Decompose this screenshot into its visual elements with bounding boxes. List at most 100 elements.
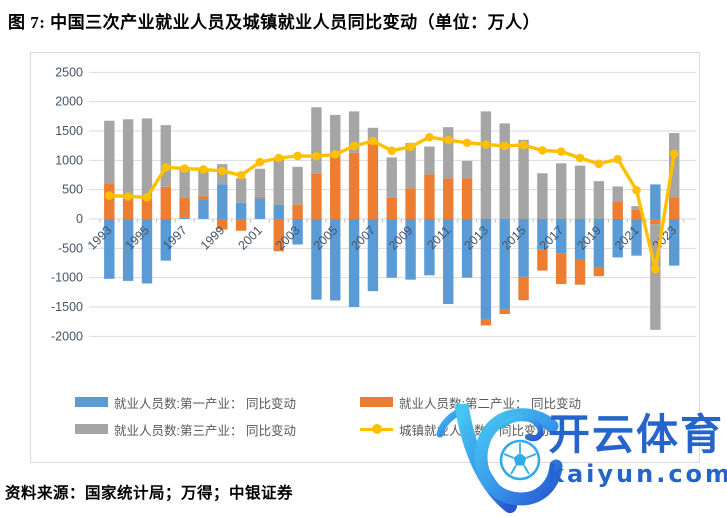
bar-series2-2017 [556,253,567,285]
y-tick-500: 500 [62,183,83,197]
y-tick-1500: 1500 [55,124,83,138]
line-marker-1999 [217,166,227,176]
bar-series2-1994 [122,198,134,219]
legend-label-tertiary: 就业人员数:第三产业： 同比变动 [114,423,296,438]
line-marker-1998 [199,165,208,174]
bar-series2-2003 [292,204,303,219]
y-tick-2500: 2500 [55,65,83,79]
bar-series1-2001 [254,198,266,219]
y-tick--1500: -1500 [51,300,83,314]
bar-series3-2022 [650,224,661,330]
bar-series2-2013 [480,319,492,326]
line-marker-2007 [368,136,378,146]
bar-series3-1994 [122,119,134,199]
y-tick-0: 0 [76,212,83,226]
bar-series2-2000 [235,219,247,231]
bar-series1-1998 [198,199,209,219]
bar-series1-2022 [650,184,661,219]
bar-series3-1996 [160,125,171,187]
bar-series2-2018 [574,259,586,285]
bar-series1-2008 [386,219,397,278]
legend-row-1: 就业人员数:第一产业： 同比变动 就业人员数:第二产业： 同比变动 [75,393,581,412]
y-tick--1000: -1000 [51,271,83,285]
line-marker-2001 [255,157,265,167]
bar-series3-2015 [518,139,529,219]
line-marker-2021 [632,185,641,195]
bar-series1-2017 [556,219,567,254]
bar-series1-2002 [273,204,284,219]
bar-series1-1997 [179,217,190,219]
bar-series3-2013 [480,111,492,219]
bar-series1-2023 [669,219,680,266]
bar-series3-2004 [311,107,322,174]
y-tick--2000: -2000 [51,329,83,343]
line-marker-2005 [330,150,340,159]
bar-series1-2003 [292,219,303,245]
line-marker-2016 [538,146,547,155]
bar-series2-1997 [179,197,190,218]
bar-series3-2008 [386,157,397,198]
bar-series1-2005 [330,219,341,301]
bar-series3-2017 [556,163,567,219]
bar-series1-1996 [160,219,171,261]
legend-item-secondary: 就业人员数:第二产业： 同比变动 [360,393,581,412]
bar-series2-2019 [593,267,605,277]
bar-series3-1995 [141,118,153,199]
primary-series-swatch [75,397,108,407]
line-marker-2018 [575,153,585,163]
line-marker-2012 [462,138,472,148]
bar-series2-1993 [104,183,115,219]
bar-series3-2011 [443,127,454,179]
bar-series2-2012 [461,178,473,219]
logo-curl [499,415,544,442]
bar-series3-1997 [179,167,190,198]
chart-title: 图 7: 中国三次产业就业人员及城镇就业人员同比变动（单位：万人） [8,13,541,32]
bar-series1-2019 [593,219,605,268]
bar-series3-2003 [292,166,303,205]
y-tick-2000: 2000 [55,95,83,109]
line-marker-2000 [236,170,246,180]
watermark-domain-text: kaiyun.com [548,460,727,488]
watermark-brand-text: 开云体育 [548,411,725,458]
line-marker-2011 [443,135,453,145]
bar-series3-2016 [537,173,548,219]
bar-series2-2007 [367,143,379,219]
bar-series3-2014 [499,123,510,219]
bar-series1-2009 [405,219,416,280]
bar-series1-2011 [443,219,454,305]
source-note: 资料来源：国家统计局；万得；中银证券 [5,485,294,502]
line-marker-2006 [349,141,359,151]
bar-series3-1998 [198,170,209,197]
soccer-ball-icon [499,439,541,481]
bar-series1-2004 [311,219,322,300]
secondary-series-swatch [360,397,393,407]
line-marker-1993 [105,191,114,200]
bar-series3-2019 [593,181,605,219]
bar-series1-2010 [424,219,435,276]
bar-series3-2010 [424,146,435,175]
bar-series2-2009 [405,188,416,219]
legend-label-secondary: 就业人员数:第二产业： 同比变动 [399,396,581,411]
y-tick--500: -500 [58,241,83,255]
bar-series1-2020 [612,219,623,258]
line-marker-2013 [481,140,491,149]
bar-series1-2007 [367,219,379,292]
bar-series3-2020 [612,186,623,202]
bar-series2-1998 [198,196,209,200]
line-marker-2010 [425,132,434,142]
line-marker-1994 [123,192,133,201]
line-marker-2022 [651,264,660,274]
bar-series1-2021 [631,219,642,256]
line-marker-2015 [519,140,528,150]
bar-series1-2013 [480,219,492,320]
bar-series1-2000 [235,202,247,219]
bar-series2-2010 [424,174,435,219]
line-marker-2020 [613,154,623,164]
bar-series2-1999 [217,219,228,230]
bar-series1-1995 [141,219,153,284]
line-marker-2009 [406,142,415,152]
bar-series3-2009 [405,143,416,189]
bar-series1-2015 [518,219,529,277]
bar-series1-1999 [217,184,228,219]
line-marker-2003 [293,151,302,161]
